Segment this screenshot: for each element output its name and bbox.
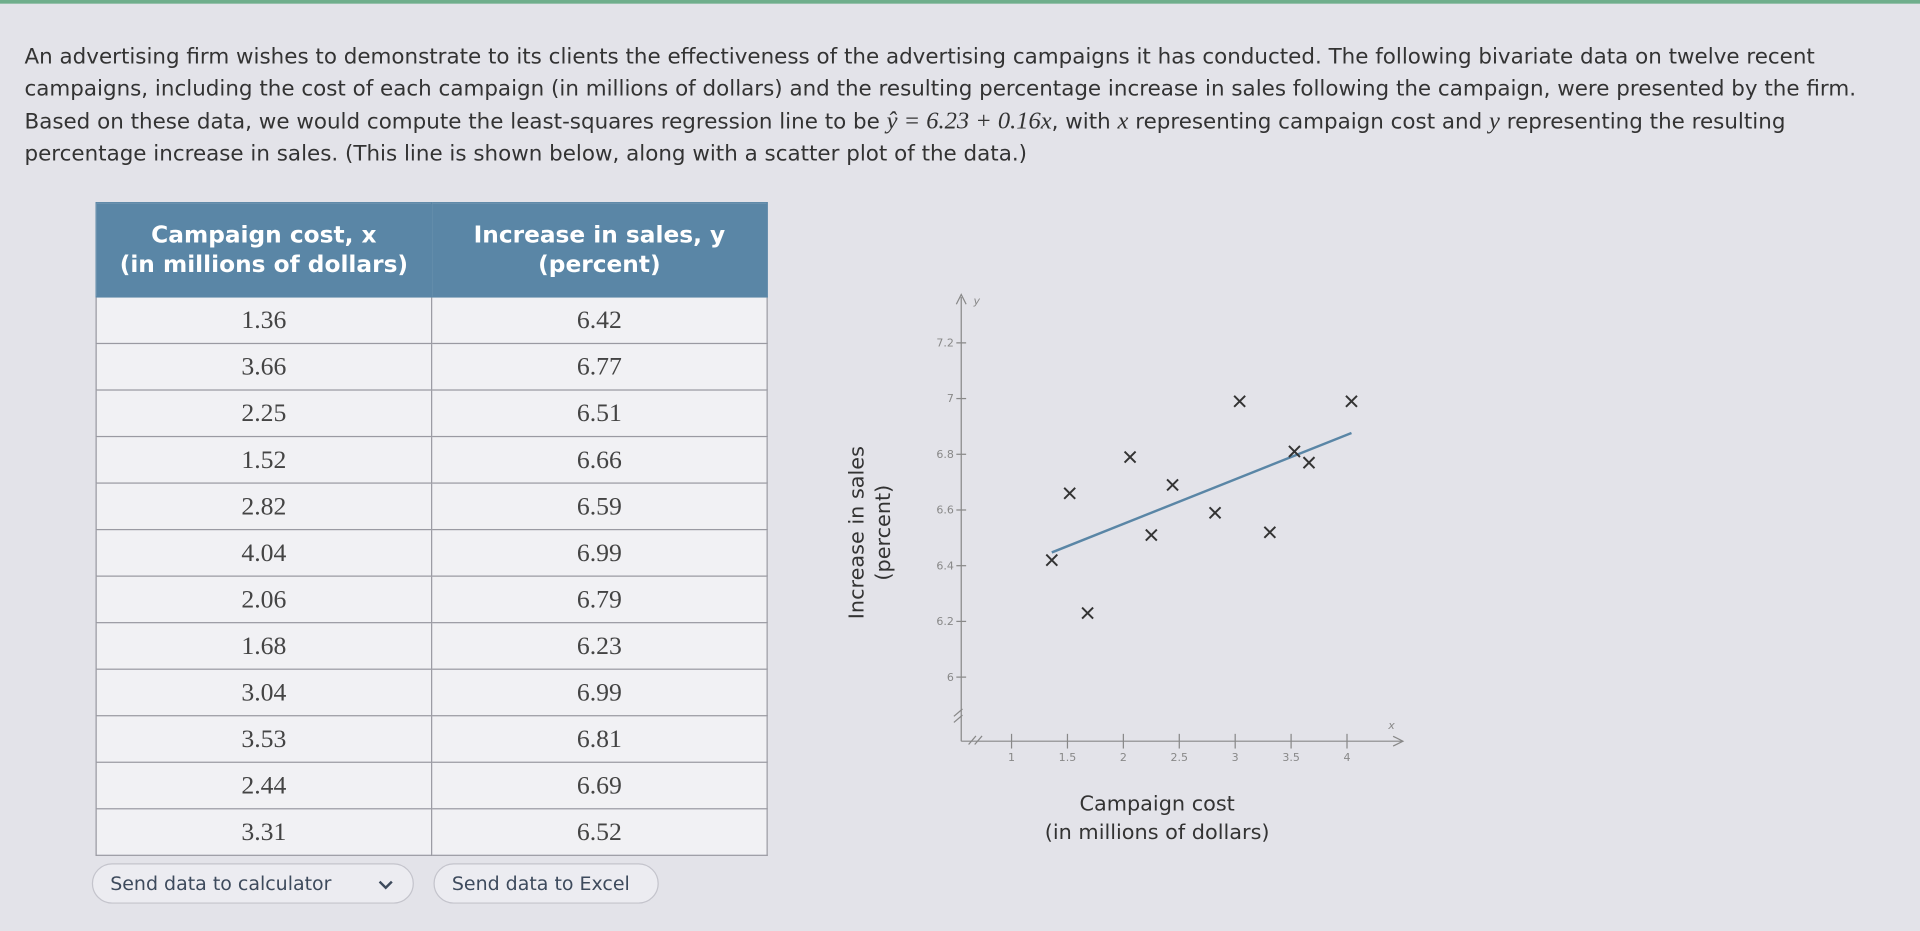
table-row: 1.68 6.23 — [95, 622, 768, 670]
y-tick-label: 7.2 — [936, 337, 954, 350]
problem-text: An advertising firm wishes to demonstrat… — [24, 42, 1897, 171]
text: representing the resulting percentage in… — [24, 110, 1786, 167]
table-cell: 3.66 — [95, 342, 433, 391]
table-cell: 4.04 — [95, 528, 433, 577]
dropdown-icon — [378, 880, 393, 890]
data-point — [1063, 487, 1076, 500]
table-row: 1.36 6.42 — [95, 296, 768, 345]
table-cell: 6.79 — [431, 575, 768, 624]
y-tick-label: 6.2 — [936, 615, 954, 628]
data-point — [1208, 506, 1222, 519]
data-point — [1288, 445, 1301, 458]
header-row: Campaign cost, x (in millions of dollars)… — [95, 202, 768, 298]
button-label: Send data to Excel — [451, 873, 630, 896]
table-cell: 2.44 — [95, 761, 433, 810]
calculator-button[interactable]: Send data to calculator — [91, 863, 414, 904]
excel-button[interactable]: Send data to Excel — [433, 863, 659, 904]
table-row: 2.06 6.79 — [95, 575, 768, 624]
table-cell: 6.42 — [431, 296, 768, 345]
y-tick-label: 6.6 — [936, 504, 954, 517]
equation: ŷ = 6.23 + 0.16x — [886, 107, 1052, 135]
chart: Increase in sales (percent) Campaign cos… — [844, 293, 1405, 844]
header-line: Campaign cost, x — [151, 221, 377, 249]
table-row: 3.66 6.77 — [95, 342, 768, 391]
x-tick-label: 2.5 — [1171, 751, 1189, 764]
x-tick-label: 1 — [1008, 751, 1015, 764]
y-tick-label: 6.4 — [936, 559, 954, 572]
text: An advertising firm wishes to demonstrat… — [24, 45, 1857, 135]
header-line: Increase in sales, y — [473, 221, 726, 249]
x-axis-arrow — [1392, 735, 1405, 747]
x-tick-label: 3 — [1232, 751, 1239, 764]
table-row: 1.52 6.66 — [95, 435, 768, 484]
text: representing campaign cost and — [1128, 110, 1490, 135]
x-tick-label: 1.5 — [1059, 751, 1077, 764]
data-point — [1145, 528, 1158, 542]
data-table: Campaign cost, x (in millions of dollars)… — [95, 202, 768, 856]
table-cell: 1.68 — [95, 622, 433, 670]
table-cell: 6.52 — [431, 808, 768, 856]
table-cell: 2.82 — [95, 482, 433, 531]
x-axis-label: Campaign cost — [1079, 792, 1234, 816]
table-row: 3.04 6.99 — [95, 668, 768, 717]
y-tick-label: 6.8 — [936, 448, 954, 461]
table-cell: 6.99 — [431, 668, 768, 717]
y-axis-label: Increase in sales — [844, 446, 868, 619]
header-line: (percent) — [538, 251, 661, 278]
data-point — [1263, 526, 1277, 539]
table-cell: 3.53 — [95, 715, 433, 763]
x-tick-label: 4 — [1343, 751, 1350, 764]
data-point — [1081, 606, 1094, 620]
variable: x — [1117, 107, 1129, 135]
header-cell: Increase in sales, y (percent) — [431, 202, 768, 298]
table-row: 4.04 6.99 — [95, 528, 768, 577]
data-point — [1345, 395, 1358, 408]
x-tick-label: 2 — [1120, 751, 1127, 764]
data-point — [1123, 450, 1137, 464]
table-row: 2.82 6.59 — [95, 482, 768, 531]
header-cell: Campaign cost, x (in millions of dollars) — [95, 202, 433, 298]
table-cell: 1.36 — [95, 296, 433, 345]
table-row: 3.53 6.81 — [95, 715, 768, 763]
axis-break — [968, 735, 983, 745]
table-row: 2.25 6.51 — [95, 389, 768, 438]
table-cell: 3.31 — [95, 808, 433, 856]
table-cell: 1.52 — [95, 435, 433, 484]
table-cell: 6.23 — [431, 622, 768, 670]
data-point — [1233, 395, 1246, 408]
y-axis-arrow — [955, 293, 967, 305]
top-bar — [0, 0, 1920, 4]
table-cell: 2.25 — [95, 389, 433, 438]
table-cell: 6.59 — [431, 482, 768, 531]
table-cell: 6.77 — [431, 342, 768, 391]
x-tick-label: 3.5 — [1282, 751, 1300, 764]
table-cell: 6.99 — [431, 528, 768, 577]
table-row: 2.44 6.69 — [95, 761, 768, 810]
y-tick-label: 6 — [947, 671, 954, 684]
y-axis-letter: y — [972, 294, 980, 307]
data-point — [1045, 553, 1059, 567]
table-cell: 6.81 — [431, 715, 768, 763]
y-axis-unit: (percent) — [871, 485, 895, 581]
variable: y — [1489, 107, 1500, 135]
data-point — [1302, 456, 1316, 469]
text: , with — [1051, 110, 1118, 135]
table-cell: 2.06 — [95, 575, 433, 624]
y-tick-label: 7 — [947, 392, 954, 405]
table-body: 1.36 6.42 3.66 6.77 2.25 6.51 1.52 6.66 2.82 6.59… — [95, 296, 768, 856]
table-cell: 3.04 — [95, 668, 433, 717]
header-line: (in millions of dollars) — [119, 251, 409, 278]
table-cell: 6.51 — [431, 389, 768, 438]
x-axis-letter: x — [1387, 719, 1395, 732]
table-cell: 6.66 — [431, 435, 768, 484]
regression-line — [1051, 431, 1352, 554]
x-axis-unit: (in millions of dollars) — [1045, 820, 1270, 844]
table-cell: 6.69 — [431, 761, 768, 810]
data-point — [1166, 478, 1179, 492]
table-row: 3.31 6.52 — [95, 808, 768, 856]
button-label: Send data to calculator — [110, 873, 332, 896]
